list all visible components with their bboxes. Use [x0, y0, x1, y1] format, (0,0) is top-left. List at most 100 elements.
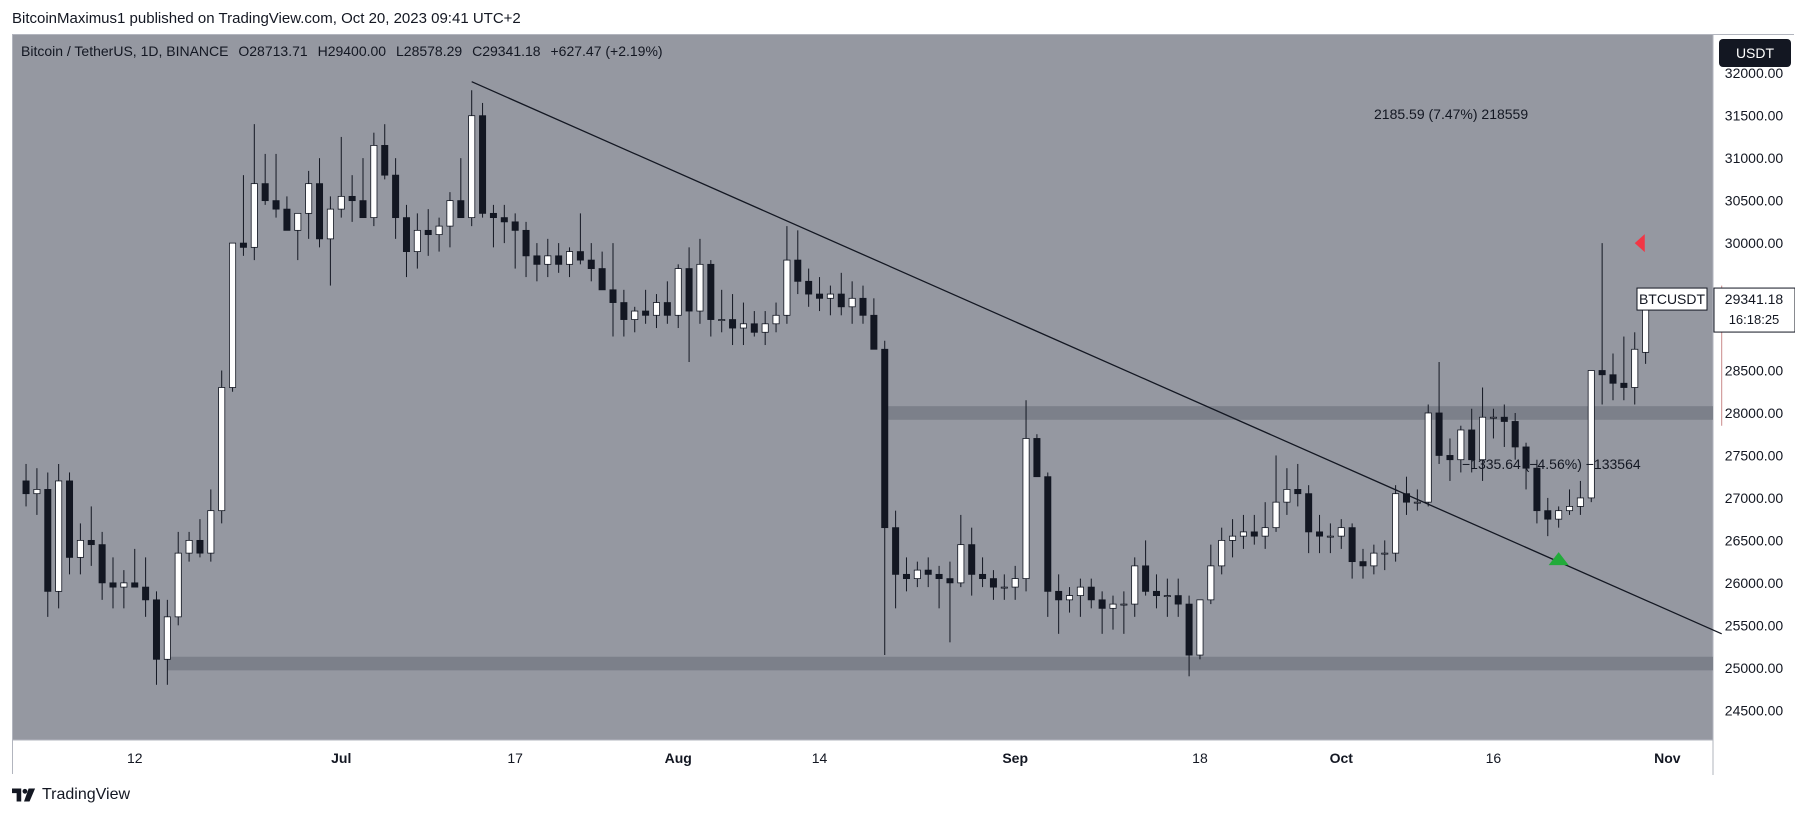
time-tick-17: 17	[507, 750, 523, 766]
chart-frame[interactable]: 24500.00 25000.00 25500.00 26000.00 26500.00…	[12, 34, 1795, 775]
time-tick-12: 12	[127, 750, 143, 766]
candle-body-37	[424, 229, 432, 236]
candle-body-114	[1261, 527, 1269, 537]
candle-body-105	[1163, 595, 1171, 598]
currency-button[interactable]: USDT	[1719, 39, 1791, 67]
candle-body-4	[66, 480, 74, 558]
price-axis-background[interactable]	[1713, 35, 1795, 775]
candle-body-140	[1544, 510, 1552, 520]
candle-body-2	[44, 489, 52, 592]
candle-body-123	[1359, 561, 1367, 567]
candle-body-113	[1250, 531, 1258, 537]
candle-body-56	[631, 310, 639, 320]
candle-body-110	[1218, 539, 1226, 567]
candle-body-8	[109, 582, 117, 588]
legend-high-label: H	[318, 43, 328, 59]
time-tick-Oct: Oct	[1330, 750, 1354, 766]
candle-body-70	[783, 259, 791, 316]
candle-body-84	[935, 573, 943, 580]
candle-body-87	[968, 544, 976, 575]
candle-body-78	[870, 314, 878, 350]
footer-branding: TradingView	[12, 786, 130, 804]
candle-body-132	[1457, 429, 1465, 461]
candle-body-24	[283, 208, 291, 231]
candle-body-146	[1609, 374, 1617, 384]
candle-body-13	[163, 616, 171, 660]
candle-body-97	[1076, 586, 1084, 597]
legend-high-value: 29400.00	[328, 43, 387, 59]
lower-measure-label: −1335.64 (−4.56%) −133564	[1462, 456, 1641, 472]
red-arrow-marker	[1634, 234, 1645, 253]
legend-symbol: Bitcoin / TetherUS, 1D, BINANCE	[21, 43, 228, 59]
candle-body-54	[609, 289, 617, 303]
candle-body-85	[946, 578, 954, 584]
legend-low-label: L	[396, 43, 404, 59]
candle-body-15	[185, 539, 193, 554]
candle-body-136	[1500, 416, 1508, 422]
time-axis-background[interactable]	[13, 740, 1713, 775]
legend-open-label: O	[238, 43, 249, 59]
plot-background[interactable]	[13, 35, 1713, 740]
candle-body-100	[1109, 603, 1117, 609]
candle-body-12	[152, 599, 160, 660]
candle-body-107	[1185, 603, 1193, 656]
candle-body-49	[555, 255, 563, 265]
candle-body-38	[435, 225, 443, 236]
ohlc-legend: Bitcoin / TetherUS, 1D, BINANCE O28713.7…	[21, 43, 663, 59]
candle-body-63	[707, 263, 715, 320]
candle-body-148	[1631, 348, 1639, 388]
candle-body-145	[1598, 370, 1606, 376]
candle-body-55	[620, 302, 628, 320]
candle-body-64	[718, 319, 726, 321]
candle-body-147	[1620, 382, 1628, 388]
svg-text:Bitcoin / TetherUS, 1D, BINANC: Bitcoin / TetherUS, 1D, BINANCE O28713.7…	[21, 43, 663, 59]
candle-body-50	[566, 251, 574, 265]
candle-body-120	[1326, 535, 1334, 538]
publisher-credit: BitcoinMaximus1 published on TradingView…	[12, 10, 521, 27]
candle-body-39	[446, 200, 454, 227]
candle-body-47	[533, 255, 541, 265]
price-tick-27500: 27500.00	[1725, 447, 1784, 463]
candle-body-23	[272, 200, 280, 210]
candle-body-35	[402, 217, 410, 252]
candle-body-57	[642, 310, 650, 316]
candle-body-125	[1381, 552, 1389, 555]
zone-1	[167, 656, 1714, 671]
candle-body-139	[1533, 467, 1541, 512]
candle-body-124	[1370, 552, 1378, 567]
candle-body-48	[544, 255, 552, 265]
candle-body-129	[1424, 412, 1432, 503]
candle-body-53	[598, 268, 606, 291]
candle-body-109	[1207, 565, 1215, 601]
candle-body-65	[729, 319, 737, 329]
candle-body-83	[924, 569, 932, 575]
candle-body-40	[457, 200, 465, 219]
price-tick-28500: 28500.00	[1725, 363, 1784, 379]
candle-body-126	[1392, 493, 1400, 554]
bar-countdown-text: 16:18:25	[1729, 312, 1780, 327]
candle-body-121	[1337, 527, 1345, 537]
candle-body-94	[1044, 476, 1052, 592]
candle-body-51	[576, 251, 584, 261]
candle-body-134	[1479, 416, 1487, 461]
candle-body-86	[957, 544, 965, 584]
price-tick-31000: 31000.00	[1725, 150, 1784, 166]
candle-body-122	[1348, 527, 1356, 563]
candle-body-130	[1435, 412, 1443, 456]
candle-body-71	[794, 259, 802, 282]
price-tick-26500: 26500.00	[1725, 532, 1784, 548]
candle-body-128	[1413, 501, 1421, 504]
candle-body-26	[305, 183, 313, 214]
candle-body-112	[1239, 531, 1247, 537]
candlestick-chart[interactable]: 24500.00 25000.00 25500.00 26000.00 26500.00…	[13, 35, 1795, 775]
upper-measure-label: 2185.59 (7.47%) 218559	[1374, 106, 1528, 122]
price-tick-26000: 26000.00	[1725, 575, 1784, 591]
candle-body-91	[1011, 578, 1019, 588]
candle-body-131	[1446, 455, 1454, 461]
candle-body-46	[522, 229, 530, 257]
legend-close-value: 29341.18	[482, 43, 541, 59]
currency-button-label[interactable]: USDT	[1736, 45, 1775, 61]
footer-brand-text: TradingView	[42, 786, 131, 803]
candle-body-118	[1305, 493, 1313, 533]
time-tick-16: 16	[1486, 750, 1502, 766]
